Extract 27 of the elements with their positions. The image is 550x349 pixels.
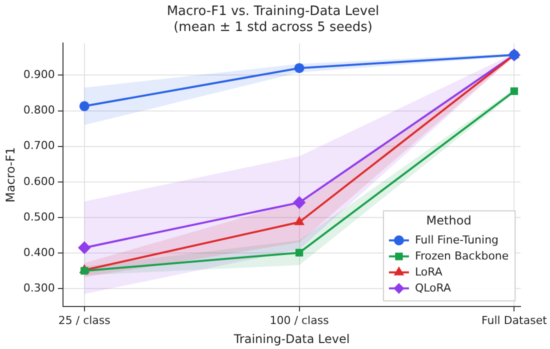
legend-label: LoRA — [414, 265, 443, 278]
y-tick-label: 0.800 — [23, 104, 55, 117]
y-tick-label: 0.300 — [23, 281, 55, 294]
point — [294, 217, 304, 226]
legend-label: QLoRA — [414, 281, 452, 294]
legend-label: Frozen Backbone — [414, 249, 509, 262]
y-tick-label: 0.700 — [23, 139, 55, 152]
point — [79, 101, 90, 112]
point — [295, 248, 304, 257]
point — [510, 87, 518, 96]
x-tick-label: 25 / class — [58, 314, 111, 327]
y-tick-label: 0.400 — [23, 246, 55, 259]
point — [294, 63, 304, 74]
legend-title: Method — [426, 214, 472, 228]
x-tick-label: 100 / class — [270, 314, 330, 327]
x-axis-title: Training-Data Level — [232, 332, 350, 346]
y-axis-title: Macro-F1 — [3, 147, 18, 203]
point — [80, 267, 88, 275]
point — [293, 196, 306, 209]
x-tick-label: Full Dataset — [482, 314, 548, 327]
y-tick-label: 0.600 — [23, 174, 55, 188]
chart-title: Macro-F1 vs. Training-Data Level — [166, 4, 380, 20]
y-tick-label: 0.500 — [23, 210, 55, 224]
chart-subtitle: (mean ± 1 std across 5 seeds) — [174, 20, 372, 35]
y-tick-label: 0.900 — [23, 68, 55, 82]
point — [78, 242, 90, 254]
legend-label: Full Fine-Tuning — [414, 233, 499, 246]
